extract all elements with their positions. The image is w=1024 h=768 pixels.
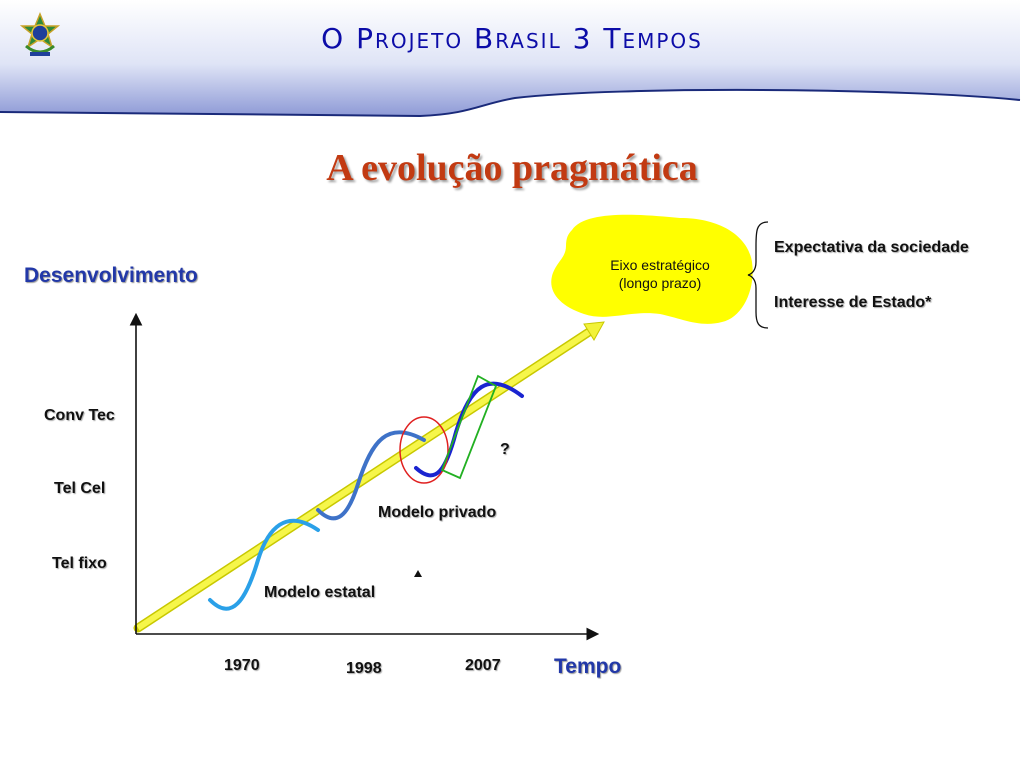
- x-axis-label: Tempo: [554, 655, 622, 678]
- header-title: O Projeto Brasil 3 Tempos: [321, 22, 703, 55]
- level-label-tel-cel: Tel Cel: [54, 480, 106, 497]
- cloud-line-2: (longo prazo): [618, 275, 702, 291]
- small-up-arrow: [414, 570, 422, 577]
- strategic-axis-arrow: [133, 321, 605, 633]
- level-label-conv-tec: Conv Tec: [44, 407, 115, 424]
- level-label-tel-fixo: Tel fixo: [52, 555, 107, 572]
- private-model-label: Modelo privado: [378, 504, 497, 521]
- brace-item-society-expectation: Expectativa da sociedade: [774, 239, 969, 256]
- year-label-2007: 2007: [465, 657, 501, 674]
- brazil-coat-of-arms-logo: [18, 12, 62, 60]
- y-axis-label: Desenvolvimento: [24, 264, 198, 287]
- s-curve-mobile-phone: [316, 430, 426, 521]
- header-banner: [0, 0, 1021, 118]
- right-brace: [747, 221, 769, 329]
- slide-subtitle: A evolução pragmática: [326, 147, 698, 189]
- s-curve-fixed-phone: [208, 518, 320, 611]
- strategic-axis-cloud: [551, 214, 753, 324]
- year-label-1970: 1970: [224, 657, 260, 674]
- transition-oval: [399, 416, 449, 484]
- year-label-1998: 1998: [346, 660, 382, 677]
- brace-item-state-interest: Interesse de Estado*: [774, 294, 932, 311]
- state-model-label: Modelo estatal: [264, 584, 376, 601]
- future-model-box: [440, 374, 498, 480]
- question-mark-label: ?: [500, 441, 510, 458]
- cloud-text: Eixo estratégico (longo prazo): [580, 256, 740, 292]
- cloud-line-1: Eixo estratégico: [610, 257, 710, 273]
